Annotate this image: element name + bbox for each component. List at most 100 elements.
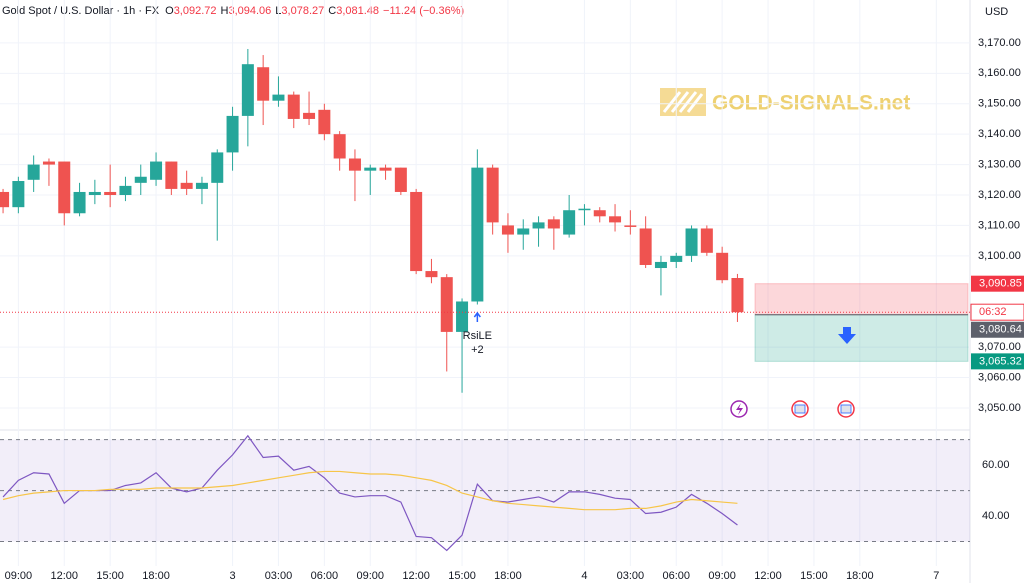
candle-body — [563, 210, 576, 235]
candle-body — [593, 210, 606, 217]
candle-body — [257, 67, 270, 101]
value: 3,078.27 — [281, 5, 324, 17]
candle-body — [180, 182, 193, 189]
y-tick-label: 3,060.00 — [978, 371, 1021, 383]
candle-body — [547, 219, 560, 229]
candle-body — [42, 161, 55, 165]
candle-body — [195, 182, 208, 189]
y-tick-label: 40.00 — [982, 510, 1010, 522]
symbol: Gold Spot / U.S. Dollar · 1h · FX — [2, 5, 160, 17]
candle-body — [211, 152, 224, 183]
candle-body — [639, 228, 652, 265]
candle-body — [165, 161, 178, 189]
candle-body — [12, 181, 25, 208]
countdown: 06:32 — [979, 306, 1007, 318]
y-tick-label: 3,050.00 — [978, 402, 1021, 414]
candle-body — [425, 271, 438, 278]
value: 3,081.48 — [336, 5, 379, 17]
x-tick-label: 09:00 — [356, 570, 384, 582]
candle-body — [333, 134, 346, 159]
candle-body — [486, 167, 499, 223]
candle-body — [88, 191, 101, 196]
value: 3,094.06 — [228, 5, 271, 17]
price-tag-label: 3,080.64 — [979, 324, 1022, 336]
watermark: GOLD-SIGNALS.net — [712, 92, 910, 115]
candle-body — [471, 167, 484, 302]
x-tick-label: 18:00 — [846, 570, 874, 582]
arrow-icon — [838, 327, 856, 344]
y-tick-label: 3,170.00 — [978, 37, 1021, 49]
candle-body — [379, 167, 392, 171]
candle-body — [303, 112, 316, 119]
x-tick-label: 15:00 — [96, 570, 124, 582]
candle-body — [410, 191, 423, 272]
y-tick-label: 3,100.00 — [978, 250, 1021, 262]
x-tick-label: 7 — [933, 570, 939, 582]
x-tick-label: 15:00 — [448, 570, 476, 582]
event-icon — [794, 404, 806, 414]
y-tick-label: 3,070.00 — [978, 341, 1021, 353]
price-tag — [971, 321, 1024, 338]
y-tick-label: 3,160.00 — [978, 67, 1021, 79]
candle-body — [226, 115, 239, 153]
candle-body — [272, 94, 285, 101]
target-zone — [754, 314, 969, 362]
candle-body — [456, 301, 469, 332]
candle-body — [609, 216, 622, 223]
value: 3,092.72 — [174, 5, 217, 17]
candle-body — [716, 252, 729, 281]
currency: USD — [985, 6, 1008, 18]
y-tick-label: 3,130.00 — [978, 158, 1021, 170]
price-tag-label: 3,065.32 — [979, 355, 1022, 367]
candle-body — [134, 176, 147, 183]
annotation: +2 — [471, 344, 484, 356]
x-tick-label: 12:00 — [402, 570, 430, 582]
price-tag-label: 3,090.85 — [979, 278, 1022, 290]
candle-body — [394, 167, 407, 192]
candle-body — [624, 225, 637, 227]
candle-body — [670, 255, 683, 262]
candle-body — [104, 191, 117, 196]
candle-body — [685, 228, 698, 256]
label: C — [328, 5, 336, 17]
candle-body — [73, 191, 86, 214]
label: O — [165, 5, 174, 17]
event-icon — [840, 404, 852, 414]
x-tick-label: 06:00 — [662, 570, 690, 582]
price-tag — [971, 275, 1024, 292]
y-tick-label: 3,140.00 — [978, 128, 1021, 140]
price-tag — [971, 353, 1024, 370]
x-tick-label: 3 — [229, 570, 235, 582]
candle-body — [731, 277, 744, 313]
candle-body — [348, 158, 361, 171]
candle-body — [654, 261, 667, 269]
signal-arrow — [473, 311, 481, 322]
event-icon — [736, 403, 743, 415]
y-tick-label: 3,110.00 — [978, 219, 1020, 231]
candle-body — [517, 228, 530, 235]
candle-body — [0, 191, 10, 208]
y-tick-label: 60.00 — [982, 459, 1010, 471]
label: H — [221, 5, 229, 17]
x-tick-label: 4 — [581, 570, 587, 582]
countdown-tag — [970, 303, 1024, 321]
x-tick-label: 18:00 — [494, 570, 522, 582]
x-tick-label: 06:00 — [311, 570, 339, 582]
y-tick-label: 3,150.00 — [978, 98, 1021, 110]
candle-body — [287, 94, 300, 119]
candle-body — [700, 228, 713, 253]
header: Gold Spot / U.S. Dollar · 1h · FX O3,092.… — [2, 5, 464, 17]
candle-body — [27, 164, 40, 180]
candle-body — [318, 109, 331, 135]
annotation: RsiLE — [463, 330, 492, 342]
stop-zone — [754, 283, 969, 316]
x-tick-label: 03:00 — [265, 570, 293, 582]
candle-body — [58, 161, 71, 214]
candle-body — [150, 161, 163, 180]
x-tick-label: 18:00 — [142, 570, 170, 582]
x-tick-label: 09:00 — [708, 570, 736, 582]
x-tick-label: 12:00 — [754, 570, 782, 582]
x-tick-label: 09:00 — [5, 570, 33, 582]
candle-body — [119, 185, 132, 196]
candle-body — [532, 222, 545, 229]
